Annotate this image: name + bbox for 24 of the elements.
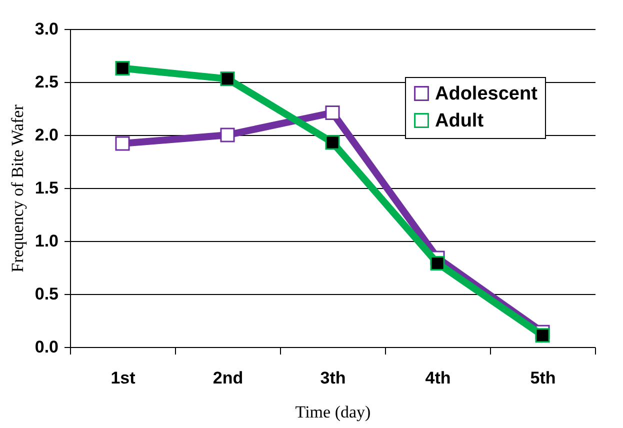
y-tick-label: 2.5 bbox=[34, 72, 58, 92]
y-tick-label: 0.5 bbox=[34, 284, 58, 304]
point bbox=[325, 105, 340, 120]
y-tick-label: 3.0 bbox=[34, 20, 58, 38]
point bbox=[535, 328, 550, 343]
y-axis-title: Frequency of Bite Wafer bbox=[8, 104, 27, 272]
point bbox=[325, 135, 340, 150]
x-tick-label: 3th bbox=[320, 368, 346, 388]
x-tick-label: 2nd bbox=[212, 368, 244, 388]
legend-label: Adult bbox=[435, 110, 484, 132]
y-tick-label: 2.0 bbox=[34, 126, 58, 144]
point bbox=[115, 60, 130, 76]
y-tick-label: 1.0 bbox=[34, 232, 58, 250]
point bbox=[115, 136, 130, 151]
legend-label: Adolescent bbox=[435, 84, 538, 104]
x-axis-title: Time (day) bbox=[295, 402, 371, 422]
x-tick-label: 4th bbox=[425, 368, 451, 388]
x-tick-label: 1st bbox=[110, 368, 136, 388]
point bbox=[430, 256, 445, 271]
y-tick-label: 1.5 bbox=[34, 178, 58, 198]
y-tick-label: 0.0 bbox=[34, 338, 58, 356]
point bbox=[220, 128, 235, 142]
x-tick-label: 5th bbox=[530, 368, 556, 388]
point bbox=[220, 72, 235, 86]
